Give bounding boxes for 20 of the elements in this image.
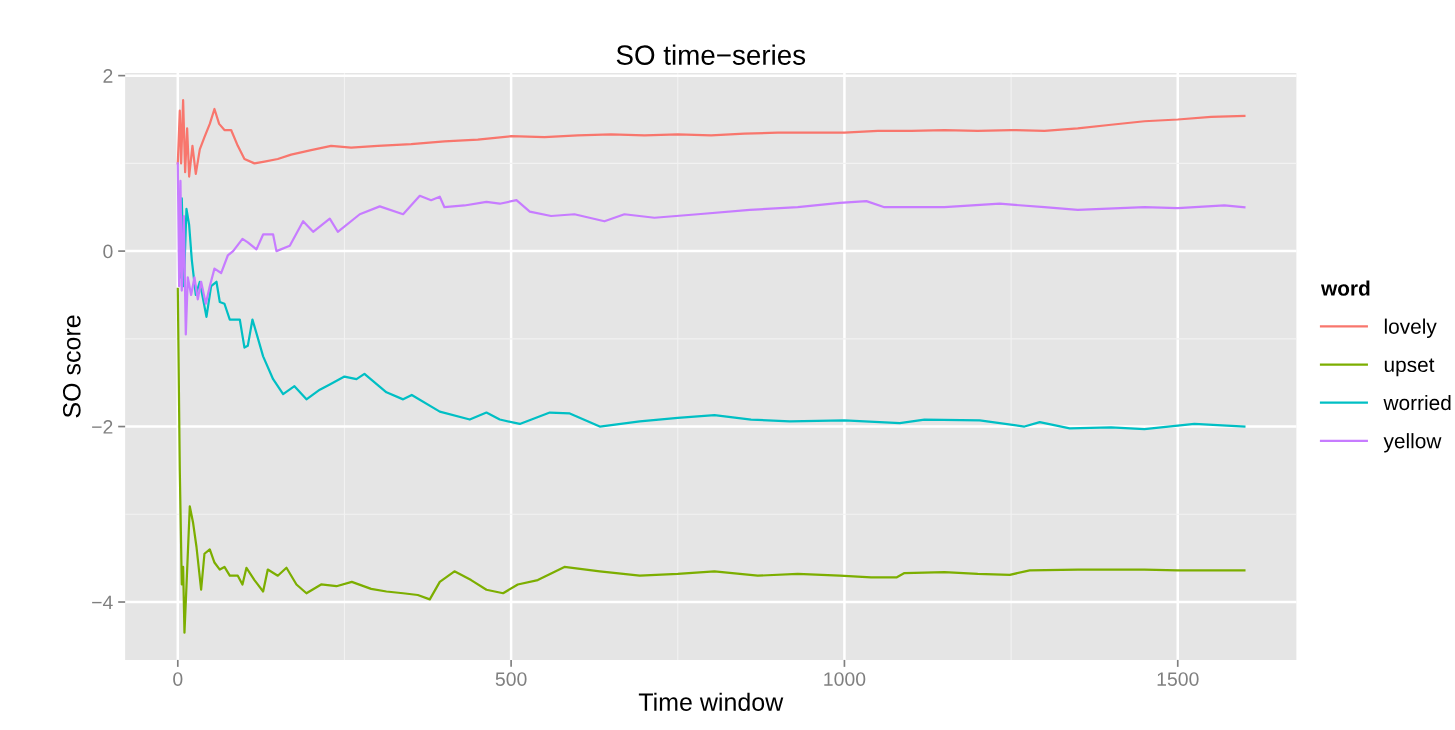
legend-title: word — [1320, 280, 1370, 296]
chart-title: SO time−series — [616, 44, 806, 65]
line-series — [178, 197, 1246, 431]
y-tick-label: −4 — [92, 595, 113, 610]
y-axis-title: SO score — [62, 315, 81, 418]
legend-label: yellow — [1383, 433, 1442, 453]
line-series — [176, 162, 1246, 336]
x-tick-label: 1000 — [824, 672, 866, 687]
y-tick-label: 2 — [103, 69, 113, 83]
x-tick-label: 0 — [173, 672, 183, 687]
legend-label: worried — [1383, 394, 1451, 411]
y-tick-label: −2 — [92, 420, 113, 434]
legend-label: upset — [1384, 358, 1435, 377]
line-series — [176, 287, 1246, 634]
y-tick-label: 0 — [103, 244, 113, 259]
x-tick-label: 1500 — [1157, 672, 1199, 687]
line-series — [176, 99, 1246, 178]
x-axis-title: Time window — [638, 692, 784, 711]
legend-label: lovely — [1384, 318, 1437, 338]
x-tick-label: 500 — [495, 672, 527, 687]
